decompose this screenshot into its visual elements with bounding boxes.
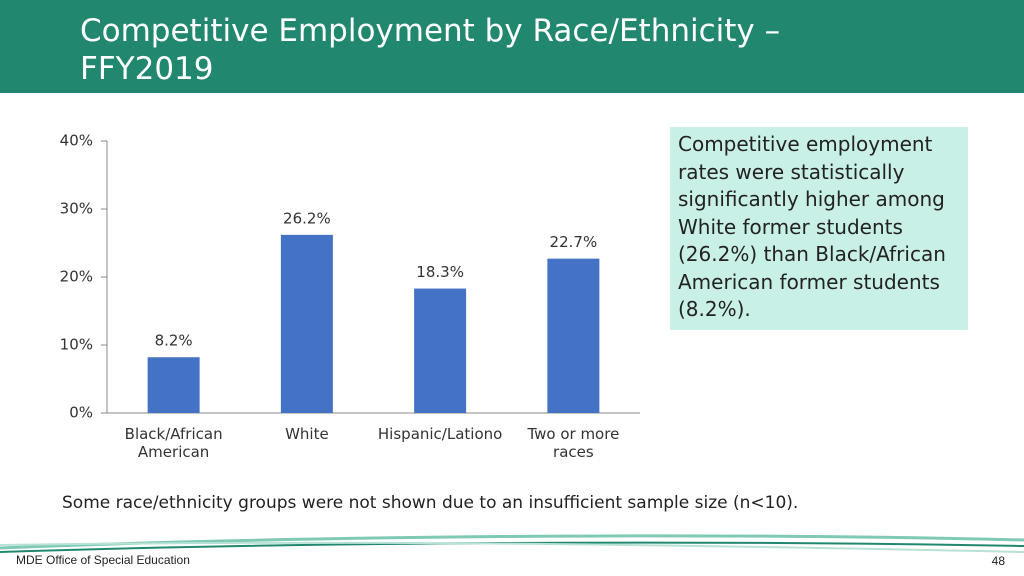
x-tick-label: Black/African American xyxy=(124,425,223,461)
slide-title: Competitive Employment by Race/Ethnicity… xyxy=(80,13,781,87)
y-tick-label: 40% xyxy=(60,132,93,150)
bar xyxy=(547,258,600,413)
x-tick-label: Hispanic/Lationo xyxy=(377,425,503,443)
decoration xyxy=(0,541,1024,553)
bar xyxy=(280,234,333,413)
y-tick-label: 0% xyxy=(69,404,93,422)
data-label: 22.7% xyxy=(550,233,598,251)
header: Competitive Employment by Race/Ethnicity… xyxy=(0,0,1024,93)
bar xyxy=(414,288,467,413)
callout: Competitive employment rates were statis… xyxy=(670,127,968,330)
page-number: 48 xyxy=(991,554,1005,568)
decoration xyxy=(0,534,1024,550)
data-label: 26.2% xyxy=(283,209,331,227)
footnote: Some race/ethnicity groups were not show… xyxy=(62,493,799,513)
x-tick-label: White xyxy=(285,425,329,443)
bar xyxy=(147,357,200,413)
data-label: 8.2% xyxy=(155,332,193,350)
y-tick-label: 30% xyxy=(60,200,93,218)
y-tick-label: 10% xyxy=(60,336,93,354)
x-tick-label: Two or more races xyxy=(527,425,620,461)
y-tick-label: 20% xyxy=(60,268,93,286)
data-label: 18.3% xyxy=(416,263,464,281)
footer: MDE Office of Special Education xyxy=(16,553,190,567)
